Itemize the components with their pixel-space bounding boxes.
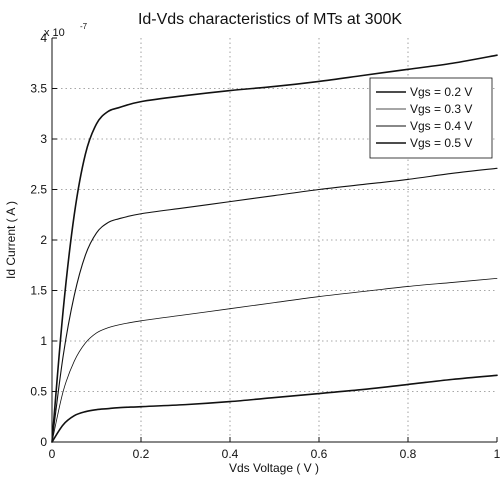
y-tick-label: 0.5 xyxy=(30,385,47,399)
series-line-3 xyxy=(51,167,498,443)
legend-entry: Vgs = 0.4 V xyxy=(410,119,472,133)
x-tick-label: 0 xyxy=(49,447,56,461)
series-line-2 xyxy=(51,277,498,443)
y-multiplier-exponent: -7 xyxy=(80,22,88,31)
series-line-1 xyxy=(51,374,498,443)
y-axis-multiplier: x 10 -7 xyxy=(44,22,88,39)
y-multiplier-base: x 10 xyxy=(44,27,65,39)
legend-entry: Vgs = 0.5 V xyxy=(410,136,472,150)
y-tick-label: 2 xyxy=(40,233,47,247)
y-tick-label: 2.5 xyxy=(30,183,47,197)
tick-labels: 0 0.2 0.4 0.6 0.8 1 0 0.5 1 1.5 2 2.5 3 3.5 4 xyxy=(30,31,500,461)
x-tick-label: 1 xyxy=(494,447,501,461)
y-tick-label: 4 xyxy=(40,31,47,45)
y-tick-label: 1.5 xyxy=(30,284,47,298)
legend: Vgs = 0.2 V Vgs = 0.3 V Vgs = 0.4 V Vgs = 0… xyxy=(369,77,493,159)
y-tick-label: 0 xyxy=(40,435,47,449)
y-tick-label: 3.5 xyxy=(30,82,47,96)
x-tick-label: 0.6 xyxy=(311,447,328,461)
series-lines xyxy=(51,54,498,443)
axes xyxy=(51,37,498,443)
x-tick-label: 0.2 xyxy=(133,447,150,461)
chart-title: Id-Vds characteristics of MTs at 300K xyxy=(138,11,402,28)
x-axis-label: Vds Voltage ( V ) xyxy=(229,461,319,475)
y-tick-label: 3 xyxy=(40,132,47,146)
y-axis-label: Id Current ( A ) xyxy=(4,201,18,279)
legend-entry: Vgs = 0.2 V xyxy=(410,85,472,99)
y-tick-label: 1 xyxy=(40,334,47,348)
series-line-4 xyxy=(51,54,498,443)
x-tick-label: 0.4 xyxy=(222,447,239,461)
legend-entry: Vgs = 0.3 V xyxy=(410,102,472,116)
x-tick-label: 0.8 xyxy=(400,447,417,461)
